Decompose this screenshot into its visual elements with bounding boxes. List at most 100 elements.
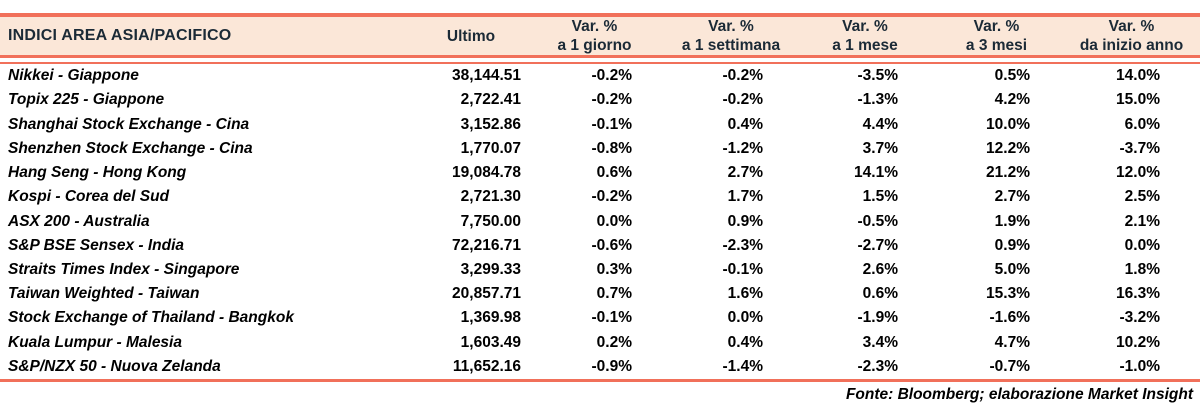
var-1-mese-value: -0.5% <box>857 212 899 230</box>
ultimo-value: 3,299.33 <box>460 260 521 278</box>
var-inizio-anno-value: 12.0% <box>1116 164 1160 182</box>
table-row: Kospi - Corea del Sud 2,721.30 -0.2% 1.7… <box>0 185 1200 209</box>
column-header-var-1-mese: Var. % a 1 mese <box>800 17 930 55</box>
var-3-mesi-value: -0.7% <box>989 357 1031 375</box>
index-name: Kuala Lumpur - Malesia <box>8 333 182 351</box>
var-1-giorno-value: 0.3% <box>596 260 632 278</box>
var-3-mesi-value: 2.7% <box>994 188 1030 206</box>
table-row: Straits Times Index - Singapore 3,299.33… <box>0 258 1200 282</box>
index-name: Kospi - Corea del Sud <box>8 188 170 206</box>
var-1-giorno-value: -0.2% <box>591 91 633 109</box>
var-1-settimana-value: -2.3% <box>722 236 764 254</box>
table-row: Nikkei - Giappone 38,144.51 -0.2% -0.2% … <box>0 64 1200 88</box>
var-3-mesi-value: 5.0% <box>994 260 1030 278</box>
var-inizio-anno-value: 2.5% <box>1124 188 1160 206</box>
table-title: INDICI AREA ASIA/PACIFICO <box>8 27 232 44</box>
table-row: Stock Exchange of Thailand - Bangkok 1,3… <box>0 306 1200 330</box>
var-3-mesi-value: 21.2% <box>986 164 1030 182</box>
ultimo-value: 20,857.71 <box>452 285 521 303</box>
var-1-settimana-value: 0.0% <box>727 309 763 327</box>
header-gap <box>0 58 1200 62</box>
index-name: S&P BSE Sensex - India <box>8 236 185 254</box>
var-1-giorno-value: -0.6% <box>591 236 633 254</box>
table-row: ASX 200 - Australia 7,750.00 0.0% 0.9% -… <box>0 209 1200 233</box>
var-inizio-anno-value: 10.2% <box>1116 333 1160 351</box>
var-inizio-anno-value: 14.0% <box>1116 67 1160 85</box>
table-row: Kuala Lumpur - Malesia 1,603.49 0.2% 0.4… <box>0 331 1200 355</box>
var-1-mese-value: 4.4% <box>862 115 898 133</box>
period-label: a 3 mesi <box>965 37 1028 54</box>
var-1-settimana-value: -0.1% <box>722 260 764 278</box>
table-body: Nikkei - Giappone 38,144.51 -0.2% -0.2% … <box>0 64 1200 379</box>
var-1-settimana-value: 0.4% <box>727 115 763 133</box>
column-header-var-1-giorno: Var. % a 1 giorno <box>527 17 662 55</box>
table-header-row: INDICI AREA ASIA/PACIFICO Ultimo Var. % … <box>0 17 1200 58</box>
table-row: Topix 225 - Giappone 2,722.41 -0.2% -0.2… <box>0 88 1200 112</box>
var-3-mesi-value: -1.6% <box>989 309 1031 327</box>
ultimo-value: 11,652.16 <box>452 357 521 375</box>
var-1-giorno-value: -0.2% <box>591 188 633 206</box>
period-label: a 1 settimana <box>681 37 781 54</box>
ultimo-value: 1,369.98 <box>460 309 521 327</box>
var-3-mesi-value: 1.9% <box>994 212 1030 230</box>
ultimo-value: 38,144.51 <box>452 67 521 85</box>
period-label: a 1 giorno <box>557 37 632 54</box>
table-row: Taiwan Weighted - Taiwan 20,857.71 0.7% … <box>0 282 1200 306</box>
var-inizio-anno-value: 2.1% <box>1124 212 1160 230</box>
column-header-ultimo: Ultimo <box>446 27 496 45</box>
index-name: Shanghai Stock Exchange - Cina <box>8 115 250 133</box>
var-inizio-anno-value: -1.0% <box>1119 357 1161 375</box>
var-inizio-anno-value: 16.3% <box>1116 285 1160 303</box>
var-1-giorno-value: -0.1% <box>591 309 633 327</box>
var-1-settimana-value: -1.4% <box>722 357 764 375</box>
var-3-mesi-value: 0.9% <box>994 236 1030 254</box>
var-1-giorno-value: 0.6% <box>596 164 632 182</box>
var-3-mesi-value: 15.3% <box>986 285 1030 303</box>
ultimo-value: 7,750.00 <box>460 212 521 230</box>
var-1-mese-value: -1.3% <box>857 91 899 109</box>
var-1-settimana-value: 0.4% <box>727 333 763 351</box>
index-name: ASX 200 - Australia <box>8 212 150 230</box>
var-3-mesi-value: 10.0% <box>986 115 1030 133</box>
var-inizio-anno-value: 1.8% <box>1124 260 1160 278</box>
ultimo-value: 2,721.30 <box>460 188 521 206</box>
column-header-var-inizio-anno: Var. % da inizio anno <box>1063 17 1200 55</box>
var-1-settimana-value: 1.7% <box>727 188 763 206</box>
ultimo-value: 3,152.86 <box>460 115 521 133</box>
top-border-line <box>0 13 1200 17</box>
var-3-mesi-value: 12.2% <box>986 139 1030 157</box>
var-1-settimana-value: -0.2% <box>722 67 764 85</box>
period-label: da inizio anno <box>1079 37 1184 54</box>
var-label: Var. % <box>571 18 618 35</box>
column-header-var-3-mesi: Var. % a 3 mesi <box>930 17 1063 55</box>
var-label: Var. % <box>842 18 888 35</box>
var-inizio-anno-value: 15.0% <box>1116 91 1160 109</box>
var-1-giorno-value: -0.9% <box>591 357 633 375</box>
table-row: S&P BSE Sensex - India 72,216.71 -0.6% -… <box>0 234 1200 258</box>
var-1-giorno-value: -0.1% <box>591 115 633 133</box>
var-label: Var. % <box>973 18 1020 35</box>
var-1-settimana-value: -0.2% <box>722 91 764 109</box>
var-1-mese-value: -1.9% <box>857 309 899 327</box>
column-header-var-1-settimana: Var. % a 1 settimana <box>662 17 800 55</box>
index-name: Stock Exchange of Thailand - Bangkok <box>8 309 294 327</box>
var-1-mese-value: 14.1% <box>854 164 898 182</box>
var-1-giorno-value: 0.2% <box>596 333 632 351</box>
index-name: S&P/NZX 50 - Nuova Zelanda <box>8 357 221 375</box>
index-name: Shenzhen Stock Exchange - Cina <box>8 139 253 157</box>
period-label: a 1 mese <box>832 37 898 54</box>
var-3-mesi-value: 0.5% <box>994 67 1030 85</box>
var-1-mese-value: 3.7% <box>862 139 898 157</box>
var-inizio-anno-value: 6.0% <box>1124 115 1160 133</box>
var-label: Var. % <box>1108 18 1155 35</box>
var-1-mese-value: 1.5% <box>862 188 898 206</box>
index-name: Straits Times Index - Singapore <box>8 260 240 278</box>
var-1-giorno-value: -0.8% <box>591 139 633 157</box>
var-1-mese-value: -2.3% <box>857 357 899 375</box>
var-label: Var. % <box>708 18 754 35</box>
var-1-settimana-value: 2.7% <box>727 164 763 182</box>
ultimo-value: 19,084.78 <box>452 164 521 182</box>
var-inizio-anno-value: -3.7% <box>1119 139 1161 157</box>
table-row: Shenzhen Stock Exchange - Cina 1,770.07 … <box>0 137 1200 161</box>
